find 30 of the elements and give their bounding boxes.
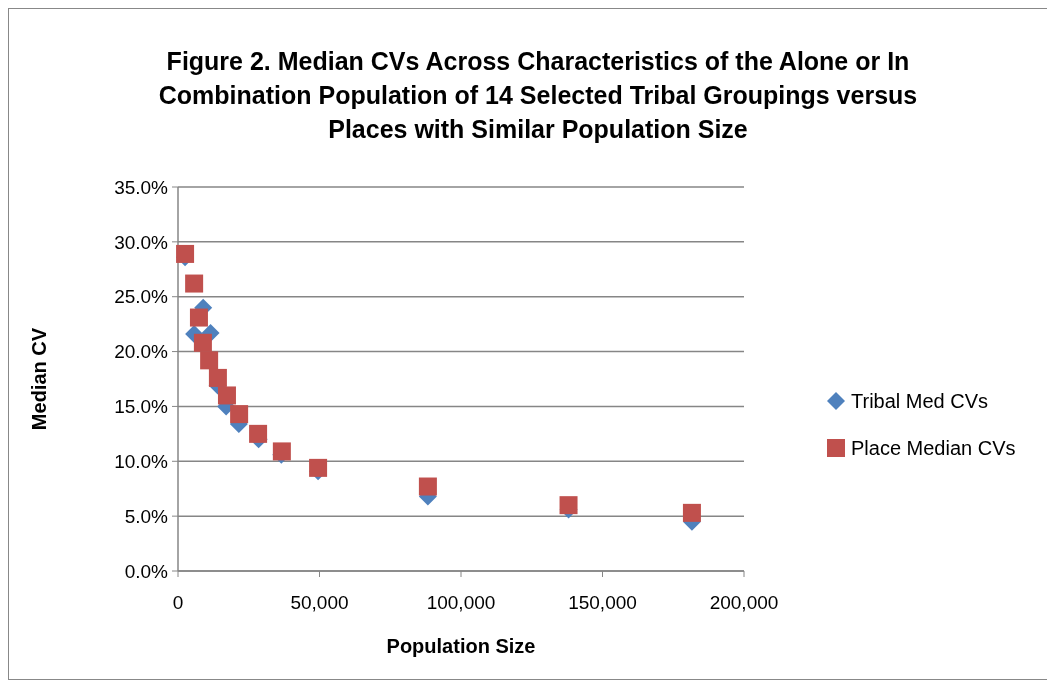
y-tick-label: 30.0% (114, 231, 169, 253)
point (200, 351, 219, 370)
point (682, 503, 701, 522)
x-tick-label: 50,000 (290, 592, 349, 613)
point (309, 458, 328, 477)
point (185, 274, 204, 293)
y-tick-label: 5.0% (124, 505, 169, 527)
x-tick-label: 200,000 (709, 592, 779, 613)
y-tick-label: 25.0% (114, 286, 169, 308)
x-tick-label: 100,000 (426, 592, 496, 613)
legend-label: Place Median CVs (851, 437, 1016, 459)
point (230, 405, 249, 424)
y-tick-label: 35.0% (114, 176, 169, 198)
point (176, 244, 195, 263)
x-tick-label: 0 (172, 592, 184, 613)
point (249, 424, 268, 443)
y-tick-label: 10.0% (114, 450, 169, 472)
y-axis-title: Median CV (28, 327, 50, 431)
point (189, 308, 208, 327)
point (217, 386, 236, 405)
y-tick-label: 0.0% (124, 560, 169, 582)
point (193, 333, 212, 352)
chart-title: Figure 2. Median CVs Across Characteristics of the Alone or In Combination Population of 14 Selected Tribal Groupings versus Places with Similar Population Size (158, 47, 918, 143)
y-tick-label: 20.0% (114, 341, 169, 363)
x-tick-label: 150,000 (568, 592, 637, 613)
x-axis-title: Population Size (386, 635, 536, 657)
y-tick-label: 15.0% (114, 396, 169, 418)
point (418, 477, 437, 496)
point (208, 368, 227, 387)
legend-label: Tribal Med CVs (851, 390, 989, 412)
